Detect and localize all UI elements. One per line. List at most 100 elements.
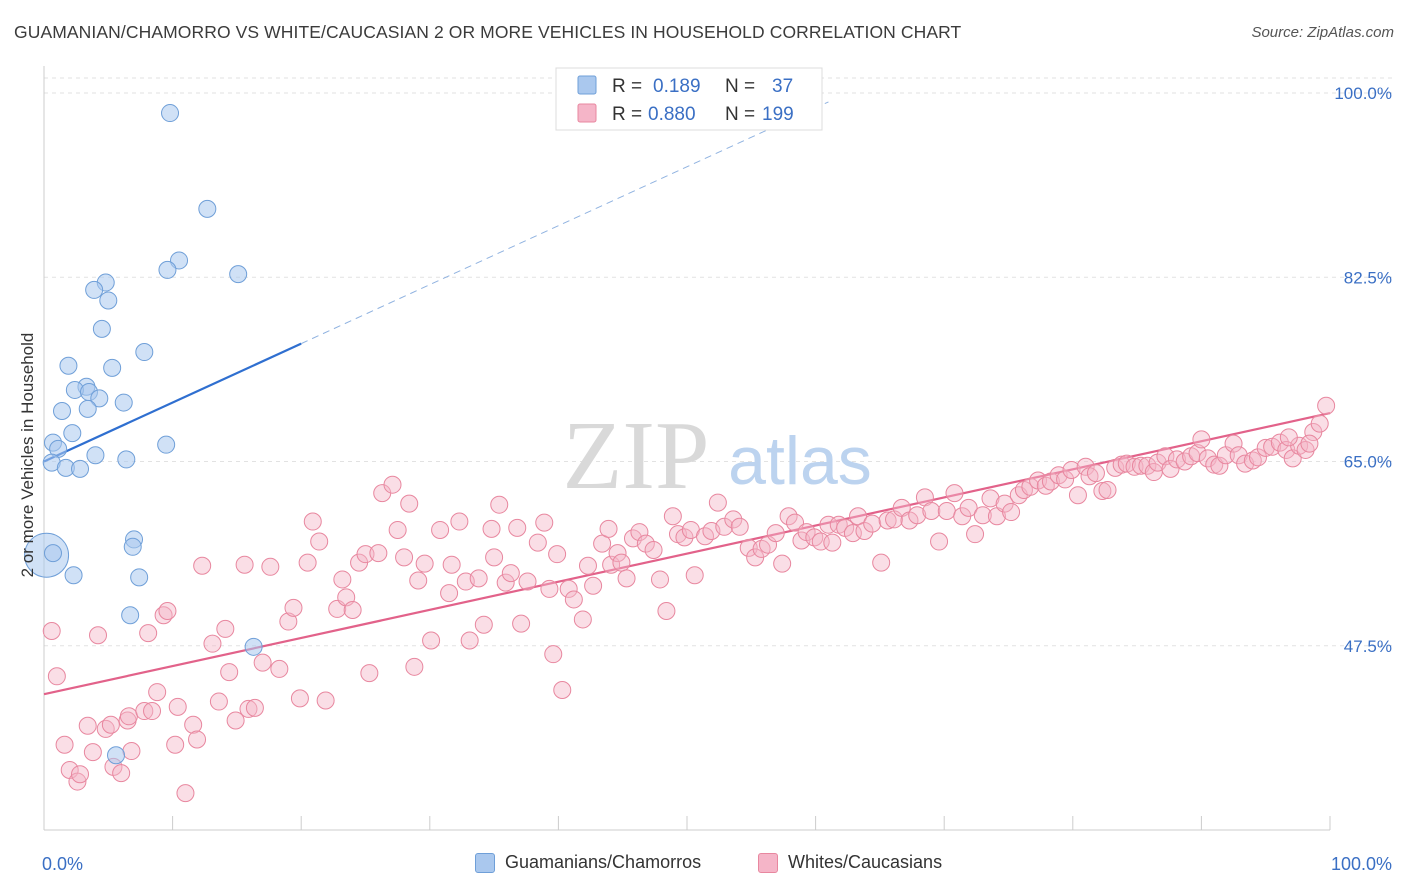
point-guamanians-35 [244,637,263,656]
point-whites-166 [1098,480,1117,499]
point-whites-74 [496,573,515,592]
point-whites-131 [855,522,874,541]
point-whites-31 [220,663,239,682]
point-guamanians-32 [64,566,83,585]
point-whites-55 [383,475,402,494]
point-whites-51 [356,545,375,564]
point-whites-65 [442,555,461,574]
point-whites-22 [166,735,185,754]
point-whites-201 [1300,434,1319,453]
chart-title: GUAMANIAN/CHAMORRO VS WHITE/CAUCASIAN 2 … [14,22,962,42]
legend-top-swatch-blue [577,75,597,95]
point-whites-159 [1056,470,1075,489]
legend-top-r-label-pink: R = [612,104,642,125]
point-whites-53 [369,544,388,563]
axes [43,66,1331,831]
legend-item-whites[interactable]: Whites/Caucasians [758,852,942,873]
point-whites-49 [343,600,362,619]
point-whites-88 [578,556,597,575]
point-whites-113 [739,538,758,557]
trend-line-guamanians [43,342,302,463]
legend-item-guamanians[interactable]: Guamanians/Chamorros [475,852,701,873]
legend-top-n-value-pink: 199 [762,104,794,125]
point-whites-16 [135,702,154,721]
point-whites-126 [823,533,842,552]
point-whites-110 [715,517,734,536]
point-whites-176 [1161,459,1180,478]
point-whites-95 [617,569,636,588]
point-whites-77 [512,614,531,633]
legend-label-guamanians: Guamanians/Chamorros [505,852,702,872]
point-whites-12 [112,764,131,783]
point-whites-39 [279,612,298,631]
point-whites-28 [203,634,222,653]
point-whites-36 [253,653,272,672]
point-whites-75 [501,564,520,583]
point-whites-182 [1198,449,1217,468]
point-guamanians-21 [157,435,176,454]
point-guamanians-6 [85,280,104,299]
point-whites-78 [518,572,537,591]
point-whites-72 [485,548,504,567]
point-whites-189 [1243,451,1262,470]
y-axis-label: 2 or more Vehicles in Household [18,332,37,578]
legend-label-whites: Whites/Caucasians [788,852,943,872]
legend-top-swatch-pink [577,103,597,123]
point-whites-40 [284,598,303,617]
point-whites-98 [636,534,655,553]
point-whites-10 [101,715,120,734]
point-whites-193 [1270,433,1289,452]
point-whites-41 [290,689,309,708]
point-whites-191 [1256,438,1275,457]
point-whites-106 [685,566,704,585]
point-whites-64 [440,584,459,603]
point-whites-146 [966,525,985,544]
point-whites-97 [630,523,649,542]
legend-top-r-value-pink: 0.880 [648,104,696,125]
point-whites-63 [431,520,450,539]
trend-lines [43,101,1331,696]
point-whites-109 [708,493,727,512]
point-whites-43 [303,512,322,531]
point-whites-14 [119,707,138,726]
point-whites-184 [1210,456,1229,475]
point-whites-154 [1021,477,1040,496]
point-whites-24 [176,784,195,803]
point-whites-26 [188,730,207,749]
point-whites-44 [310,532,329,551]
point-whites-0 [42,622,61,641]
legend-swatch-pink [758,852,778,873]
point-whites-180 [1188,444,1207,463]
point-whites-30 [216,619,235,638]
point-whites-21 [158,602,177,621]
x-tick-label-1: 100.0% [1331,854,1392,874]
point-whites-165 [1093,482,1112,501]
point-guamanians-29 [44,544,63,563]
point-whites-59 [405,657,424,676]
point-whites-37 [261,557,280,576]
point-guamanians-11 [103,358,122,377]
point-whites-68 [460,631,479,650]
point-whites-93 [608,544,627,563]
point-whites-134 [878,511,897,530]
point-whites-82 [544,645,563,664]
point-whites-151 [1002,503,1021,522]
point-whites-61 [415,554,434,573]
point-whites-102 [663,507,682,526]
point-whites-87 [573,610,592,629]
point-whites-71 [482,519,501,538]
y-tick-label-0: 47.5% [1344,637,1392,656]
point-whites-104 [675,528,694,547]
watermark: ZIP atlas [563,402,872,510]
point-whites-119 [779,507,798,526]
point-whites-5 [71,765,90,784]
point-whites-132 [863,514,882,533]
point-whites-172 [1138,456,1157,475]
point-whites-56 [388,520,407,539]
point-whites-17 [139,624,158,643]
point-whites-19 [148,683,167,702]
point-whites-186 [1224,434,1243,453]
point-whites-58 [400,494,419,513]
point-whites-32 [226,711,245,730]
point-guamanians-34 [121,606,140,625]
